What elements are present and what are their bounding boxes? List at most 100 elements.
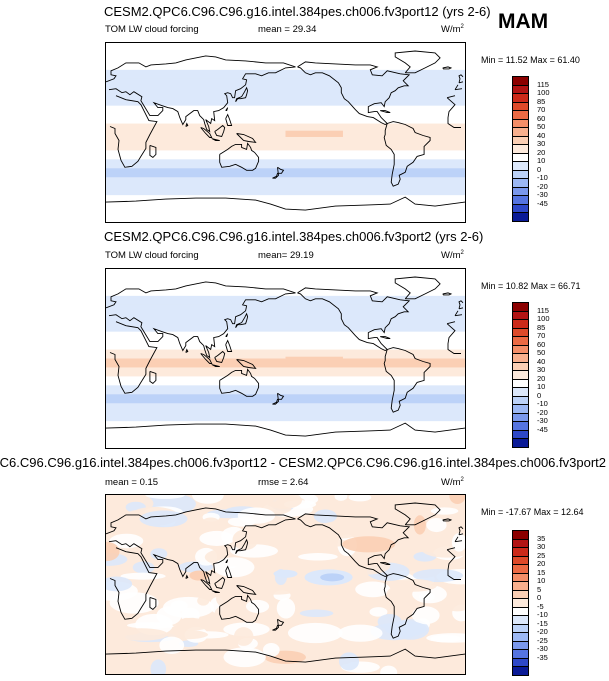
field-patch [237, 507, 276, 524]
panel2-units: W/m2 [441, 250, 464, 262]
colorbar-label: 60 [537, 339, 546, 349]
field-patch [216, 588, 244, 609]
colorbar-label: 30 [537, 365, 546, 375]
field-patch [150, 659, 167, 674]
panel1-colorbar: 115 100 85 70 60 50 40 30 20 10 0 -10 -20 -30 -45 [512, 76, 550, 222]
coastline [225, 565, 233, 578]
colorbar-label: -10 [537, 610, 548, 620]
coastline [225, 339, 233, 352]
colorbar-swatch [512, 212, 529, 222]
field-patch [214, 603, 253, 622]
field-patch [297, 590, 315, 603]
coastline [106, 55, 463, 133]
field-patch [412, 569, 463, 583]
field-patch [233, 627, 254, 646]
colorbar-label: -20 [537, 627, 548, 637]
coastline [225, 107, 229, 112]
field-band [106, 168, 465, 178]
field-patch [106, 541, 120, 562]
coastline [442, 518, 453, 522]
field-band [106, 304, 465, 315]
field-band [106, 322, 465, 333]
colorbar-label: -10 [537, 173, 548, 183]
coastline [214, 350, 226, 364]
field-band [106, 277, 465, 288]
field-band [106, 132, 465, 143]
coastline [109, 321, 461, 394]
field-patch [201, 517, 220, 529]
field-band [106, 376, 465, 386]
coastline [149, 370, 157, 384]
field-band [106, 340, 465, 351]
panel2-map [105, 268, 466, 449]
coastline [383, 347, 431, 413]
field-band [106, 60, 465, 71]
coastline [380, 336, 391, 340]
field-patch [338, 652, 360, 671]
coastlines [106, 50, 465, 211]
colorbar-label: 60 [537, 113, 546, 123]
coastline [235, 538, 249, 554]
field-patch [194, 660, 233, 669]
panel1-minmax: Min = 11.52 Max = 61.40 [481, 55, 580, 65]
field-max-patch [285, 130, 343, 137]
colorbar-label: 5 [537, 584, 542, 594]
field-patch [191, 495, 224, 504]
coastline [219, 368, 260, 397]
coastline [106, 507, 463, 585]
coastline [236, 133, 257, 143]
field-bands [106, 269, 465, 448]
coastline [236, 585, 257, 595]
colorbar-label: 20 [537, 147, 546, 157]
coastline [272, 166, 285, 179]
field-patch [165, 630, 208, 640]
coastline [297, 513, 411, 578]
panel2-title: CESM2.QPC6.C96.C96.g16.intel.384pes.ch00… [104, 229, 484, 244]
colorbar-label: 115 [537, 79, 549, 89]
panel2-left-label: TOM LW cloud forcing [105, 250, 199, 261]
field-min-core [320, 573, 345, 582]
colorbar-label: 100 [537, 88, 550, 98]
colorbar-label: 0 [537, 164, 542, 174]
field-patch [276, 597, 296, 619]
field-patch [360, 509, 385, 528]
field-patch [159, 636, 185, 654]
colorbar-label: -45 [537, 424, 548, 434]
coastline [211, 138, 220, 141]
colorbar-label: 15 [537, 567, 546, 577]
coastline [458, 526, 464, 536]
coastline [106, 422, 465, 437]
field-patch [262, 642, 280, 657]
field-patch [369, 607, 388, 617]
colorbar-label: 50 [537, 122, 546, 132]
coastline [211, 590, 220, 593]
field-patch [232, 529, 259, 551]
panel1-left-label: TOM LW cloud forcing [105, 24, 199, 35]
colorbar-label: 50 [537, 348, 546, 358]
colorbar-label: 70 [537, 331, 546, 341]
panel2-colorbar: 115 100 85 70 60 50 40 30 20 10 0 -10 -20 -30 -45 [512, 302, 550, 448]
field-band [106, 331, 465, 342]
coastline [200, 127, 213, 138]
field-band [106, 105, 465, 116]
coastline [380, 110, 391, 114]
field-patch [348, 495, 372, 502]
field-band [106, 439, 465, 448]
field-patch [355, 581, 391, 598]
coastline [214, 124, 226, 138]
field-patch [150, 548, 168, 560]
colorbar-label: 85 [537, 96, 546, 106]
field-band [106, 213, 465, 222]
colorbar-label: -30 [537, 190, 548, 200]
colorbar-label: 85 [537, 322, 546, 332]
field-patch [334, 495, 348, 501]
coastline [214, 576, 226, 590]
panel3-title-wrapper: CESM2.QPC6.C96.C96.g16.intel.384pes.ch00… [0, 455, 609, 473]
colorbar-label: 0 [537, 390, 542, 400]
colorbar-label: -5 [537, 601, 544, 611]
field-patch [199, 530, 235, 546]
field-band [106, 286, 465, 297]
coastlines [106, 276, 465, 437]
coastline [235, 86, 249, 102]
season-label: MAM [498, 10, 549, 33]
